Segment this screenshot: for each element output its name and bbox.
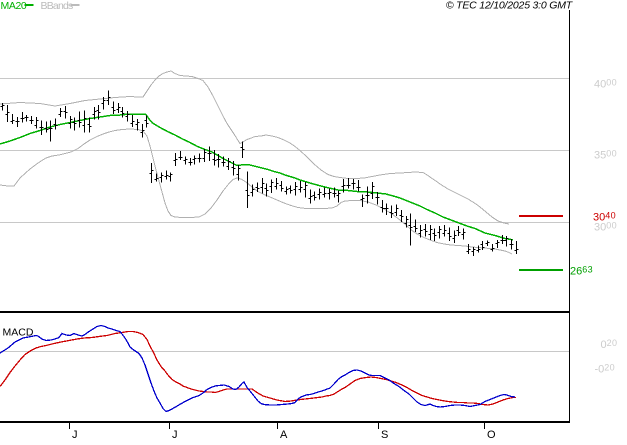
svg-text:4000: 4000 xyxy=(594,78,617,91)
svg-text:S: S xyxy=(381,429,388,440)
svg-text:A: A xyxy=(280,429,288,440)
svg-text:MA20: MA20 xyxy=(1,0,27,12)
svg-text:-020: -020 xyxy=(595,363,616,376)
svg-text:J: J xyxy=(172,429,178,440)
svg-text:3040: 3040 xyxy=(593,211,616,224)
svg-text:© TEC 12/10/2025 3:0 GMT: © TEC 12/10/2025 3:0 GMT xyxy=(446,0,574,12)
svg-text:2663: 2663 xyxy=(570,265,593,278)
svg-text:MACD: MACD xyxy=(3,327,34,339)
svg-text:020: 020 xyxy=(601,338,618,351)
svg-text:3500: 3500 xyxy=(594,149,617,162)
svg-text:O: O xyxy=(487,429,496,440)
svg-text:3000: 3000 xyxy=(594,221,617,234)
svg-text:BBands: BBands xyxy=(41,0,74,12)
svg-text:J: J xyxy=(72,429,78,440)
